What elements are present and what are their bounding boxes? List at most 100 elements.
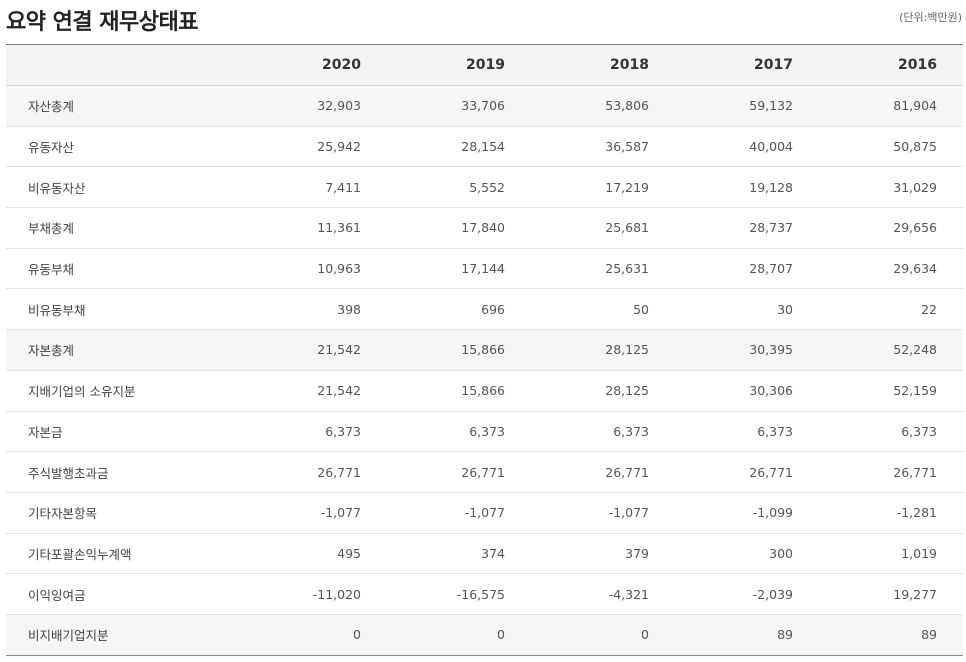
table-row: 자본총계 21,542 15,866 28,125 30,395 52,248 — [6, 329, 963, 371]
page-header: 요약 연결 재무상태표 (단위:백만원) — [0, 0, 966, 44]
row-label: 유동부채 — [28, 262, 75, 278]
value-cell: 0 — [641, 627, 649, 643]
value-cell: 26,771 — [893, 464, 937, 480]
table-header: 2020 2019 2018 2017 2016 — [6, 44, 963, 86]
value-cell: 50,875 — [893, 139, 937, 155]
value-cell: 17,219 — [605, 179, 649, 195]
column-header-year: 2016 — [898, 57, 937, 73]
value-cell: -2,039 — [752, 586, 793, 602]
value-cell: 30 — [777, 301, 793, 317]
value-cell: 17,840 — [461, 220, 505, 236]
value-cell: -1,077 — [320, 505, 361, 521]
value-cell: 17,144 — [461, 261, 505, 277]
value-cell: 6,373 — [613, 423, 649, 439]
value-cell: 398 — [337, 301, 361, 317]
page-title: 요약 연결 재무상태표 — [6, 10, 198, 35]
value-cell: 36,587 — [605, 139, 649, 155]
column-header-year: 2017 — [754, 57, 793, 73]
value-cell: 50 — [633, 301, 649, 317]
value-cell: 29,656 — [893, 220, 937, 236]
value-cell: 15,866 — [461, 342, 505, 358]
table-row: 자본금 6,373 6,373 6,373 6,373 6,373 — [6, 411, 963, 452]
value-cell: 19,128 — [749, 179, 793, 195]
unit-label: (단위:백만원) — [899, 11, 962, 24]
row-label: 비유동부채 — [28, 302, 86, 318]
row-label: 부채총계 — [28, 221, 75, 237]
value-cell: 52,159 — [893, 383, 937, 399]
row-label: 주식발행초과금 — [28, 465, 109, 481]
value-cell: -1,077 — [608, 505, 649, 521]
value-cell: 26,771 — [749, 464, 793, 480]
table-row: 기타자본항목 -1,077 -1,077 -1,077 -1,099 -1,281 — [6, 492, 963, 534]
column-header-year: 2018 — [610, 57, 649, 73]
value-cell: 379 — [625, 545, 649, 561]
value-cell: 300 — [769, 545, 793, 561]
value-cell: 28,154 — [461, 139, 505, 155]
value-cell: 28,125 — [605, 383, 649, 399]
column-header-label — [6, 45, 243, 86]
value-cell: 28,707 — [749, 261, 793, 277]
value-cell: -1,077 — [464, 505, 505, 521]
column-header-year: 2019 — [466, 57, 505, 73]
row-label: 비유동자산 — [28, 180, 86, 196]
value-cell: 374 — [481, 545, 505, 561]
value-cell: 40,004 — [749, 139, 793, 155]
value-cell: 89 — [777, 627, 793, 643]
table-row: 유동부채 10,963 17,144 25,631 28,707 29,634 — [6, 248, 963, 289]
value-cell: -4,321 — [608, 586, 649, 602]
value-cell: 30,306 — [749, 383, 793, 399]
value-cell: 31,029 — [893, 179, 937, 195]
value-cell: 25,681 — [605, 220, 649, 236]
balance-sheet-table: 2020 2019 2018 2017 2016 자산총계 32,903 33,70… — [6, 44, 963, 656]
value-cell: 0 — [353, 627, 361, 643]
value-cell: 32,903 — [317, 98, 361, 114]
table-row: 지배기업의 소유지분 21,542 15,866 28,125 30,306 52,159 — [6, 370, 963, 411]
value-cell: -1,099 — [752, 505, 793, 521]
row-label: 지배기업의 소유지분 — [28, 384, 136, 400]
value-cell: 29,634 — [893, 261, 937, 277]
value-cell: 25,631 — [605, 261, 649, 277]
column-header-year: 2020 — [322, 57, 361, 73]
table-row: 기타포괄손익누계액 495 374 379 300 1,019 — [6, 533, 963, 574]
value-cell: 495 — [337, 545, 361, 561]
value-cell: 6,373 — [325, 423, 361, 439]
table-row: 자산총계 32,903 33,706 53,806 59,132 81,904 — [6, 85, 963, 127]
row-label: 자산총계 — [28, 99, 75, 115]
value-cell: 26,771 — [461, 464, 505, 480]
table-row: 주식발행초과금 26,771 26,771 26,771 26,771 26,771 — [6, 452, 963, 493]
table-body: 자산총계 32,903 33,706 53,806 59,132 81,904 유동자산 25… — [6, 85, 963, 656]
table-row: 유동자산 25,942 28,154 36,587 40,004 50,875 — [6, 126, 963, 167]
table-row: 부채총계 11,361 17,840 25,681 28,737 29,656 — [6, 208, 963, 249]
header-row: 2020 2019 2018 2017 2016 — [6, 44, 963, 86]
table-row: 비유동부채 398 696 50 30 22 — [6, 289, 963, 330]
row-label: 기타자본항목 — [28, 506, 98, 522]
value-cell: 89 — [921, 627, 937, 643]
value-cell: 52,248 — [893, 342, 937, 358]
value-cell: 59,132 — [749, 98, 793, 114]
value-cell: 30,395 — [749, 342, 793, 358]
row-label: 유동자산 — [28, 140, 75, 156]
row-label: 이익잉여금 — [28, 587, 86, 603]
value-cell: 696 — [481, 301, 505, 317]
value-cell: 81,904 — [893, 98, 937, 114]
value-cell: 0 — [497, 627, 505, 643]
value-cell: 10,963 — [317, 261, 361, 277]
table-row: 비지배기업지분 0 0 0 89 89 — [6, 614, 963, 656]
value-cell: -16,575 — [456, 586, 505, 602]
value-cell: 21,542 — [317, 342, 361, 358]
value-cell: 28,125 — [605, 342, 649, 358]
row-label: 자본금 — [28, 424, 63, 440]
value-cell: 25,942 — [317, 139, 361, 155]
table-row: 이익잉여금 -11,020 -16,575 -4,321 -2,039 19,277 — [6, 574, 963, 615]
value-cell: 26,771 — [605, 464, 649, 480]
table-row: 비유동자산 7,411 5,552 17,219 19,128 31,029 — [6, 167, 963, 208]
value-cell: 11,361 — [317, 220, 361, 236]
value-cell: 26,771 — [317, 464, 361, 480]
value-cell: 7,411 — [325, 179, 361, 195]
value-cell: 22 — [921, 301, 937, 317]
value-cell: 19,277 — [893, 586, 937, 602]
value-cell: -11,020 — [312, 586, 361, 602]
value-cell: 28,737 — [749, 220, 793, 236]
value-cell: 1,019 — [901, 545, 937, 561]
value-cell: 5,552 — [469, 179, 505, 195]
